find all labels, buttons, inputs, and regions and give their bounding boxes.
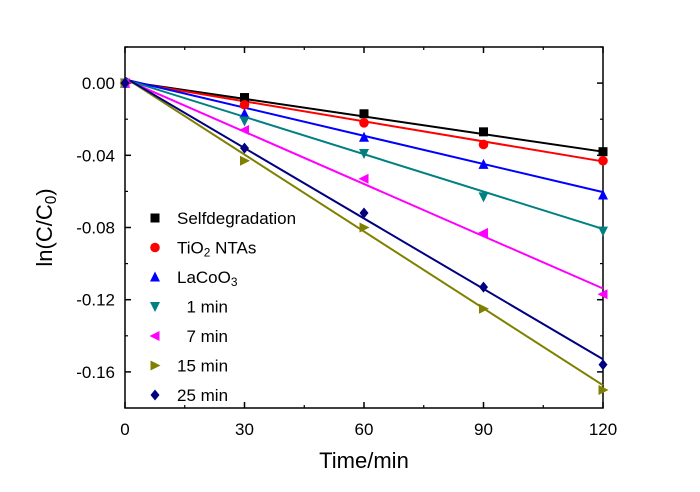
data-point-min7	[597, 289, 608, 300]
x-tick-label: 120	[589, 420, 617, 439]
x-tick-label: 60	[355, 420, 374, 439]
legend-label-min25-part: 25 min	[177, 386, 228, 405]
data-point-min25	[120, 77, 130, 89]
legend-label-tio2: TiO2 NTAs	[177, 239, 256, 260]
legend-label-min7: 7 min	[177, 327, 228, 346]
x-tick-label: 0	[120, 420, 129, 439]
legend-label-lacoo3: LaCoO3	[177, 268, 238, 289]
data-point-tio2	[598, 155, 608, 166]
y-tick-label: 0.00	[82, 74, 115, 93]
legend-label-selfdegradation: Selfdegradation	[177, 209, 296, 228]
data-point-min1	[478, 192, 489, 203]
legend-label-tio2-part: TiO	[177, 239, 204, 258]
y-tick-label: -0.12	[76, 291, 115, 310]
data-point-selfdegradation	[479, 127, 488, 137]
data-point-selfdegradation	[359, 109, 369, 119]
y-tick-label: -0.04	[76, 146, 115, 165]
y-axis-title: ln(C/C0)	[32, 188, 60, 266]
data-point-min15	[359, 222, 370, 233]
legend-marker-tio2	[150, 242, 160, 253]
data-point-lacoo3	[598, 189, 608, 200]
legend-label-selfdegradation-part: Selfdegradation	[177, 209, 296, 228]
data-point-min7	[478, 227, 488, 238]
plot-area: 0 30 60 90 1200.00-0.04-0.08-0.12-0.16Time/m…	[32, 46, 617, 473]
legend-label-min15: 15 min	[177, 357, 228, 376]
data-point-lacoo3	[478, 158, 489, 169]
data-point-min7	[358, 173, 369, 184]
legend-marker-min15	[150, 360, 161, 371]
fit-line-min7	[124, 78, 604, 290]
data-point-min25	[359, 207, 369, 219]
legend-marker-min25	[150, 389, 160, 401]
data-point-lacoo3	[239, 108, 250, 119]
legend-label-min15-part: 15 min	[177, 357, 228, 376]
x-tick-label: 90	[474, 420, 493, 439]
legend-label-min25: 25 min	[177, 386, 228, 405]
data-point-min7	[239, 125, 249, 136]
data-point-min15	[240, 155, 250, 166]
data-point-lacoo3	[359, 131, 369, 142]
legend-label-min1-part: 1 min	[177, 298, 228, 317]
data-point-min15	[479, 303, 489, 314]
y-axis-title-part: 0	[43, 196, 60, 205]
data-point-tio2	[359, 118, 369, 128]
legend-label-lacoo3-part: 3	[231, 275, 238, 289]
x-tick-label: 30	[235, 420, 254, 439]
y-axis-title-part: ln(C/C	[32, 204, 57, 266]
data-point-selfdegradation	[598, 147, 608, 157]
legend-label-tio2-part: NTAs	[210, 239, 256, 258]
data-point-min25	[598, 359, 608, 371]
data-point-selfdegradation	[240, 93, 249, 103]
data-point-min25	[479, 281, 488, 293]
legend-label-min7-part: 7 min	[177, 327, 228, 346]
legend-marker-lacoo3	[150, 271, 160, 282]
y-tick-label: -0.08	[76, 219, 115, 238]
data-point-tio2	[239, 99, 250, 110]
fit-line-min15	[124, 76, 604, 387]
data-point-tio2	[478, 139, 489, 150]
legend-marker-min7	[149, 331, 160, 341]
y-tick-label: -0.16	[76, 363, 115, 382]
data-point-min1	[239, 116, 250, 127]
y-axis-title-part: )	[32, 188, 57, 195]
legend-marker-min1	[150, 302, 160, 312]
legend-label-tio2-part: 2	[204, 246, 211, 260]
data-point-min15	[598, 384, 609, 395]
data-point-min1	[598, 226, 608, 237]
legend-label-lacoo3-part: LaCoO	[177, 268, 231, 287]
data-point-min1	[359, 148, 369, 159]
legend-marker-selfdegradation	[150, 213, 160, 223]
data-point-min25	[240, 142, 249, 154]
legend-label-min1: 1 min	[177, 298, 228, 317]
x-axis-title: Time/min	[319, 448, 409, 473]
